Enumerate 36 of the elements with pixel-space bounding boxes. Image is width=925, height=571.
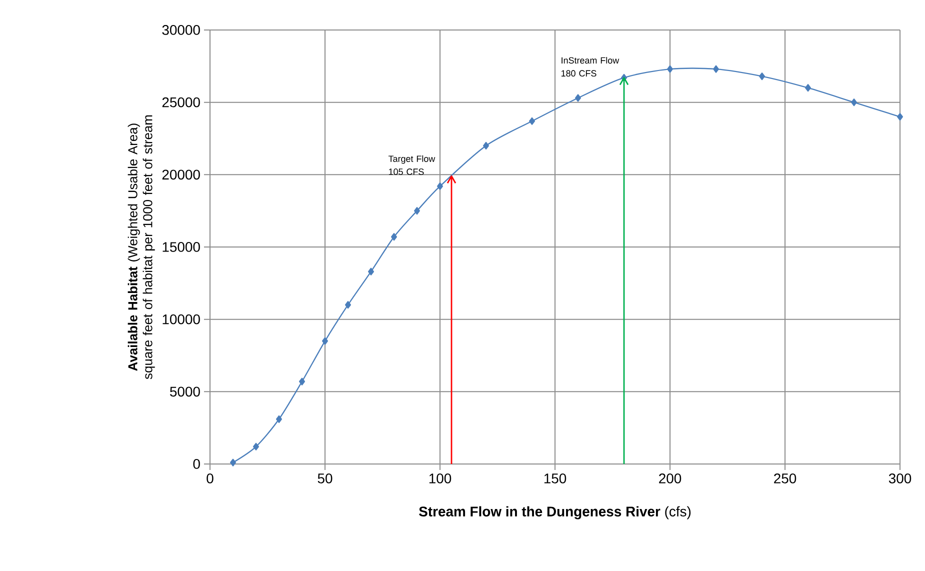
point bbox=[805, 84, 812, 92]
ref-line-label: Target Flow 105 CFS bbox=[388, 155, 436, 175]
point bbox=[276, 415, 282, 423]
y-tick-label: 20000 bbox=[162, 170, 200, 180]
point bbox=[345, 301, 352, 309]
ref-line-label: InStream Flow 180 CFS bbox=[562, 56, 620, 77]
point bbox=[851, 98, 858, 106]
point bbox=[230, 458, 236, 466]
point bbox=[437, 182, 444, 190]
y-tick-label: 10000 bbox=[162, 314, 200, 324]
y-tick-label: 0 bbox=[193, 459, 200, 469]
x-tick-label: 300 bbox=[888, 473, 912, 484]
point bbox=[483, 142, 490, 150]
y-tick-label: 5000 bbox=[170, 386, 200, 397]
point bbox=[713, 65, 720, 73]
point bbox=[759, 72, 766, 80]
point bbox=[575, 94, 582, 102]
x-tick-label: 0 bbox=[206, 473, 214, 484]
x-tick-label: 100 bbox=[429, 473, 452, 484]
x-tick-label: 150 bbox=[544, 473, 566, 484]
point bbox=[253, 442, 260, 450]
y-tick-label: 25000 bbox=[162, 97, 200, 108]
point bbox=[667, 65, 674, 73]
point bbox=[322, 337, 328, 345]
point bbox=[897, 112, 904, 121]
x-axis-title: Stream Flow in the Dungeness River (cfs) bbox=[419, 506, 691, 520]
point bbox=[529, 117, 536, 125]
x-tick-label: 250 bbox=[774, 473, 796, 484]
x-tick-label: 200 bbox=[659, 473, 682, 484]
y-tick-label: 15000 bbox=[162, 242, 200, 252]
point bbox=[414, 207, 420, 215]
x-tick-label: 50 bbox=[318, 473, 332, 484]
point bbox=[368, 268, 374, 276]
y-tick-label: 30000 bbox=[162, 25, 200, 35]
point bbox=[391, 233, 398, 241]
point bbox=[299, 378, 306, 386]
